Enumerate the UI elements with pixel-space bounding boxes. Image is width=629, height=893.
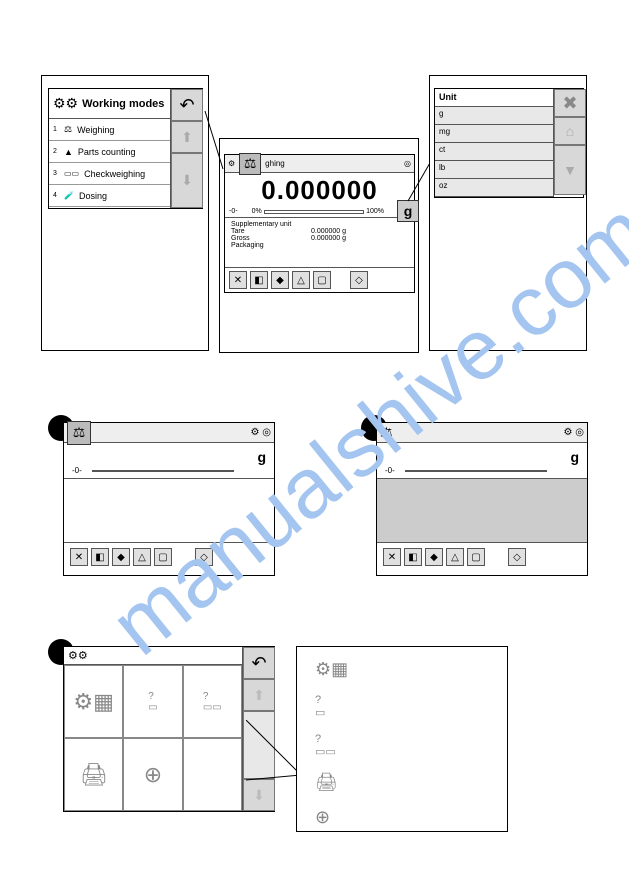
zero-mark: -0- <box>72 466 82 475</box>
back-button[interactable]: ↶ <box>243 647 275 679</box>
gear-icon[interactable]: ⚙ ◎ <box>564 427 584 438</box>
packaging-label: Packaging <box>231 242 408 249</box>
header-scale-icon: ⚖ <box>239 153 261 175</box>
gear-icon: ⚙⚙ <box>53 95 78 112</box>
gear-icon: ⚙⚙ <box>68 649 88 662</box>
toolbar-icon-6[interactable]: ◇ <box>350 271 368 289</box>
tb-icon[interactable]: ◆ <box>112 548 130 566</box>
scale-icon-box: ⚖ <box>67 421 91 445</box>
up-button[interactable]: ⬆ <box>171 121 203 153</box>
check-icon: ▭▭ <box>64 169 79 178</box>
working-modes-title: Working modes <box>82 98 164 110</box>
grid-empty <box>183 738 242 811</box>
grid-target-icon[interactable]: ⊕ <box>123 738 182 811</box>
tb-icon[interactable]: ✕ <box>383 548 401 566</box>
gross-val: 0.000000 g <box>311 235 346 242</box>
tb-icon[interactable]: △ <box>446 548 464 566</box>
dosing-icon: 🧪 <box>64 191 74 200</box>
tb-icon[interactable]: ▢ <box>467 548 485 566</box>
tb-icon[interactable]: ▢ <box>154 548 172 566</box>
close-button[interactable]: ✖ <box>554 89 586 117</box>
panel-weigh-outer: ⚙ ⚖ ghing ◎ 0.000000 -0- 0% 100% g Suppl… <box>219 138 419 353</box>
tb-icon[interactable]: ◆ <box>425 548 443 566</box>
mode-row-checkweighing[interactable]: 3 ▭▭ Checkweighing <box>49 163 170 185</box>
grid-database-icon[interactable]: ⚙▦ <box>64 665 123 738</box>
row-label: Dosing <box>79 191 107 201</box>
row-label: Checkweighing <box>84 169 145 179</box>
list-target-icon: ⊕ <box>315 807 489 828</box>
unit-label: g <box>570 449 579 465</box>
grid-help1-icon[interactable]: ?▭ <box>123 665 182 738</box>
unit-g[interactable]: g <box>435 107 553 125</box>
down-button[interactable]: ▼ <box>554 145 586 195</box>
toolbar-icon-5[interactable]: ▢ <box>313 271 331 289</box>
zero-mark: -0- <box>229 208 238 215</box>
toolbar-icon-2[interactable]: ◧ <box>250 271 268 289</box>
gear-icon: ⚙ <box>228 159 235 168</box>
row-label: Weighing <box>77 125 114 135</box>
panel-icon-list: ⚙▦ ?▭ ?▭▭ 🖨 ⊕ <box>296 646 508 832</box>
row-num: 2 <box>53 148 59 155</box>
toolbar-icon-4[interactable]: △ <box>292 271 310 289</box>
list-help2-icon: ?▭▭ <box>315 733 489 758</box>
panel-small-weigh-1: ⚖ ⚙ ◎ -0- g ✕ ◧ ◆ △ ▢ ◇ <box>63 422 275 576</box>
toolbar-icon-3[interactable]: ◆ <box>271 271 289 289</box>
panel-unit-outer: Unit g mg ct lb oz ✖ ⌂ ▼ <box>429 75 587 351</box>
main-value: 0.000000 <box>225 173 414 206</box>
row-num: 3 <box>53 170 59 177</box>
tare-val: 0.000000 g <box>311 228 346 235</box>
mode-row-dosing[interactable]: 4 🧪 Dosing <box>49 185 170 207</box>
list-database-icon: ⚙▦ <box>315 659 489 680</box>
list-printer-icon: 🖨 <box>315 772 489 793</box>
up-button[interactable]: ⬆ <box>243 679 275 711</box>
tb-icon[interactable]: ◇ <box>195 548 213 566</box>
weighing-icon: ⚖ <box>64 124 72 135</box>
unit-oz[interactable]: oz <box>435 179 553 197</box>
zero-mark: -0- <box>385 466 395 475</box>
tb-icon[interactable]: ◧ <box>91 548 109 566</box>
panel-working-modes-outer: ⚙⚙ Working modes 1 ⚖ Weighing 2 ▲ Parts … <box>41 75 209 351</box>
supp-label: Supplementary unit <box>231 221 408 228</box>
list-help1-icon: ?▭ <box>315 694 489 719</box>
header-text: ghing <box>265 159 285 168</box>
parts-icon: ▲ <box>64 147 73 157</box>
unit-lb[interactable]: lb <box>435 161 553 179</box>
grid-printer-icon[interactable]: 🖨 <box>64 738 123 811</box>
panel-icon-grid: ⚙⚙ ⚙▦ ?▭ ?▭▭ 🖨 ⊕ ↶ ⬆ ⬇ <box>63 646 275 812</box>
toolbar-icon-1[interactable]: ✕ <box>229 271 247 289</box>
row-label: Parts counting <box>78 147 136 157</box>
tb-icon[interactable]: ✕ <box>70 548 88 566</box>
scale-icon-small: ⚖ <box>380 424 393 441</box>
gear-icon[interactable]: ⚙ ◎ <box>251 427 271 438</box>
panel-small-weigh-2: ⚖ ⚙ ◎ -0- g ✕ ◧ ◆ △ ▢ ◇ <box>376 422 588 576</box>
power-icon[interactable]: ◎ <box>404 159 411 168</box>
down-button[interactable]: ⬇ <box>171 153 203 208</box>
pct0: 0% <box>252 208 262 215</box>
mode-row-parts[interactable]: 2 ▲ Parts counting <box>49 141 170 163</box>
row-num: 1 <box>53 126 59 133</box>
unit-title: Unit <box>435 89 553 107</box>
connector-left <box>205 151 225 181</box>
tb-icon[interactable]: ◇ <box>508 548 526 566</box>
grid-help2-icon[interactable]: ?▭▭ <box>183 665 242 738</box>
unit-label: g <box>257 449 266 465</box>
tb-icon[interactable]: ◧ <box>404 548 422 566</box>
mode-row-weighing[interactable]: 1 ⚖ Weighing <box>49 119 170 141</box>
tb-icon[interactable]: △ <box>133 548 151 566</box>
gross-label: Gross <box>231 235 311 242</box>
pct100: 100% <box>366 208 384 215</box>
tare-label: Tare <box>231 228 311 235</box>
home-button[interactable]: ⌂ <box>554 117 586 145</box>
unit-mg[interactable]: mg <box>435 125 553 143</box>
back-button[interactable]: ↶ <box>171 89 203 121</box>
unit-ct[interactable]: ct <box>435 143 553 161</box>
row-num: 4 <box>53 192 59 199</box>
